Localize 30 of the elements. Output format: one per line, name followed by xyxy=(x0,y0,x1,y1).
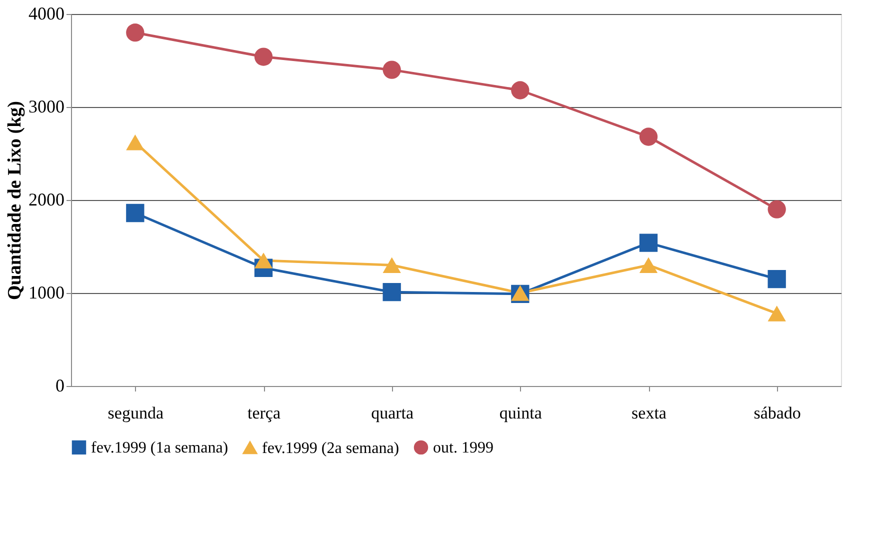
x-tick-label: quarta xyxy=(371,404,414,422)
x-tick-label: sexta xyxy=(632,404,667,422)
y-tick-label: 4000 xyxy=(28,4,64,24)
legend-label: out. 1999 xyxy=(433,439,494,456)
point xyxy=(126,204,144,222)
point xyxy=(639,257,658,273)
y-tick-label: 3000 xyxy=(28,96,64,116)
y-axis-title: Quantidade de Lixo (kg) xyxy=(4,100,26,300)
legend-label: fev.1999 (2a semana) xyxy=(262,440,400,457)
point xyxy=(768,306,786,322)
point xyxy=(254,48,273,66)
x-tick-label: terça xyxy=(247,404,281,422)
point xyxy=(768,200,786,218)
point xyxy=(254,252,273,268)
x-tick-label: sábado xyxy=(754,404,801,422)
point xyxy=(382,282,401,302)
y-tick-label: 1000 xyxy=(28,282,64,302)
point xyxy=(511,81,530,100)
legend-label: fev.1999 (1a semana) xyxy=(91,439,228,456)
point xyxy=(639,234,658,252)
point xyxy=(126,134,144,150)
y-tick-label: 2000 xyxy=(28,190,64,210)
y-tick-label: 0 xyxy=(56,376,64,396)
point xyxy=(126,24,144,42)
x-tick-label: quinta xyxy=(499,404,542,422)
point xyxy=(382,257,401,273)
x-tick-label: segunda xyxy=(108,404,164,422)
point xyxy=(639,128,658,146)
point xyxy=(768,270,786,288)
point xyxy=(382,60,401,79)
